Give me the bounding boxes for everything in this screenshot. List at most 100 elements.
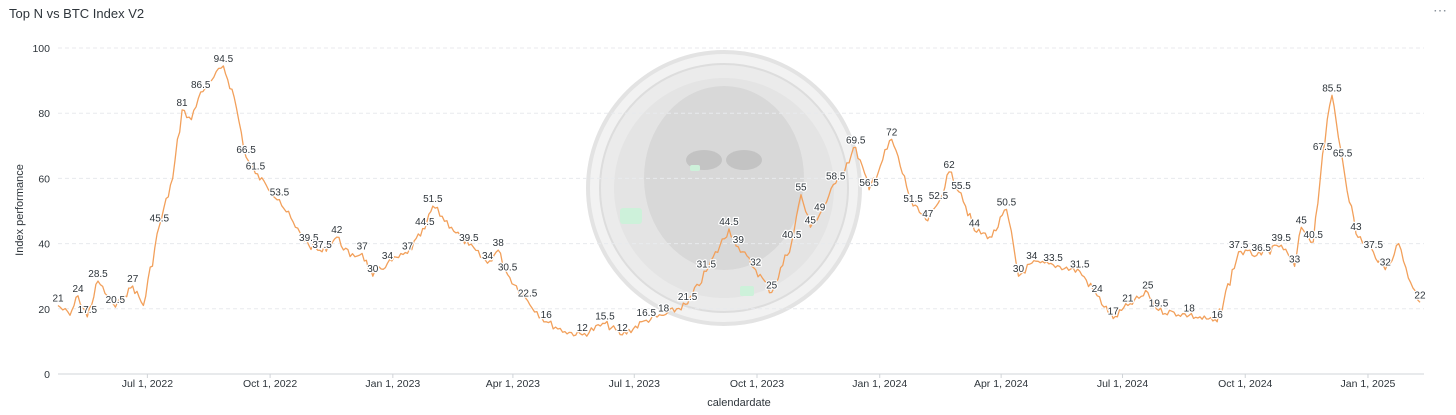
- x-tick-label: Oct 1, 2023: [730, 378, 784, 390]
- data-label: 31.5: [1070, 259, 1090, 270]
- data-label: 50.5: [997, 197, 1017, 208]
- x-tick-label: Jan 1, 2024: [852, 378, 907, 390]
- data-label: 22.5: [518, 289, 538, 300]
- data-label: 65.5: [1333, 148, 1353, 159]
- data-label: 44.5: [719, 217, 739, 228]
- x-tick-label: Jul 1, 2022: [122, 378, 174, 390]
- data-label: 21: [52, 294, 64, 305]
- data-label: 25: [1142, 281, 1154, 292]
- data-label: 56.5: [859, 178, 879, 189]
- data-label: 94.5: [214, 54, 234, 65]
- data-label: 44.5: [415, 217, 435, 228]
- data-label: 28.5: [88, 269, 108, 280]
- data-label: 39.5: [1272, 233, 1292, 244]
- data-label: 85.5: [1322, 83, 1342, 94]
- y-tick-label: 100: [32, 43, 50, 55]
- data-label: 45: [805, 215, 817, 226]
- x-tick-label: Jan 1, 2023: [365, 378, 420, 390]
- data-label: 44: [969, 219, 981, 230]
- x-axis-label: calendardate: [707, 397, 771, 409]
- data-label: 37: [357, 241, 369, 252]
- data-label: 38: [493, 238, 505, 249]
- data-label: 24: [72, 284, 84, 295]
- data-label: 37.5: [1229, 240, 1249, 251]
- data-label: 16.5: [637, 308, 657, 319]
- data-label: 21: [1122, 294, 1134, 305]
- data-label: 45: [1296, 215, 1308, 226]
- data-label: 33: [1289, 254, 1301, 265]
- data-label: 81: [176, 98, 188, 109]
- data-label: 34: [482, 251, 494, 262]
- data-label: 33.5: [1043, 253, 1063, 264]
- data-label: 18: [658, 303, 670, 314]
- data-label: 69.5: [846, 135, 866, 146]
- more-horizontal-icon[interactable]: ⋯: [1433, 2, 1448, 18]
- data-label: 52.5: [929, 191, 949, 202]
- data-label: 31.5: [697, 259, 717, 270]
- y-tick-label: 80: [38, 108, 50, 120]
- data-label: 47: [922, 209, 934, 220]
- data-label: 39.5: [299, 233, 319, 244]
- x-tick-label: Apr 1, 2024: [974, 378, 1028, 390]
- data-label: 16: [1212, 310, 1224, 321]
- data-label: 16: [541, 310, 553, 321]
- x-tick-label: Oct 1, 2024: [1218, 378, 1272, 390]
- data-label: 61.5: [246, 162, 266, 173]
- x-tick-label: Apr 1, 2023: [486, 378, 540, 390]
- data-label: 19.5: [1149, 298, 1169, 309]
- chart-title: Top N vs BTC Index V2: [9, 6, 145, 21]
- data-label: 34: [382, 251, 394, 262]
- data-label: 72: [886, 127, 898, 138]
- data-label: 42: [331, 225, 343, 236]
- watermark-logo-icon: [586, 50, 862, 326]
- data-label: 55: [795, 183, 807, 194]
- x-tick-label: Jul 1, 2024: [1097, 378, 1149, 390]
- series-line: [57, 65, 1421, 337]
- data-label: 27: [127, 274, 139, 285]
- data-label: 18: [1184, 303, 1196, 314]
- data-label: 67.5: [1313, 142, 1333, 153]
- data-label: 32: [1380, 258, 1392, 269]
- x-tick-label: Jan 1, 2025: [1341, 378, 1396, 390]
- data-label: 25: [766, 281, 778, 292]
- data-label: 37: [402, 241, 414, 252]
- data-label: 51.5: [903, 194, 923, 205]
- y-tick-label: 20: [38, 304, 50, 316]
- data-label: 43: [1350, 222, 1362, 233]
- data-label: 55.5: [951, 181, 971, 192]
- data-label: 45.5: [150, 214, 170, 225]
- data-label: 39: [733, 235, 745, 246]
- x-tick-label: Jul 1, 2023: [609, 378, 661, 390]
- data-label: 22: [1414, 290, 1426, 301]
- data-label: 15.5: [595, 311, 615, 322]
- data-label: 66.5: [236, 145, 256, 156]
- data-label: 37.5: [1364, 240, 1384, 251]
- data-label: 12: [577, 323, 589, 334]
- data-label: 62: [944, 160, 956, 171]
- data-label: 24: [1092, 284, 1104, 295]
- data-label: 30: [1013, 264, 1025, 275]
- data-label: 20.5: [106, 295, 126, 306]
- data-label: 86.5: [191, 80, 211, 91]
- x-tick-label: Oct 1, 2022: [243, 378, 297, 390]
- data-label: 30.5: [498, 263, 518, 274]
- y-tick-label: 0: [44, 369, 50, 381]
- data-label: 17.5: [78, 305, 98, 316]
- data-label: 32: [750, 258, 762, 269]
- y-tick-label: 40: [38, 239, 50, 251]
- data-label: 51.5: [423, 194, 443, 205]
- data-label: 34: [1026, 251, 1038, 262]
- y-axis-label: Index performance: [14, 164, 26, 256]
- data-label: 17: [1108, 307, 1120, 318]
- data-label: 21.5: [678, 292, 698, 303]
- data-label: 58.5: [826, 171, 846, 182]
- data-label: 37.5: [312, 240, 332, 251]
- data-label: 36.5: [1252, 243, 1272, 254]
- data-label: 12: [617, 323, 629, 334]
- data-label: 53.5: [270, 188, 290, 199]
- data-label: 40.5: [782, 230, 802, 241]
- y-tick-label: 60: [38, 173, 50, 185]
- data-label: 40.5: [1304, 230, 1324, 241]
- data-label: 39.5: [459, 233, 479, 244]
